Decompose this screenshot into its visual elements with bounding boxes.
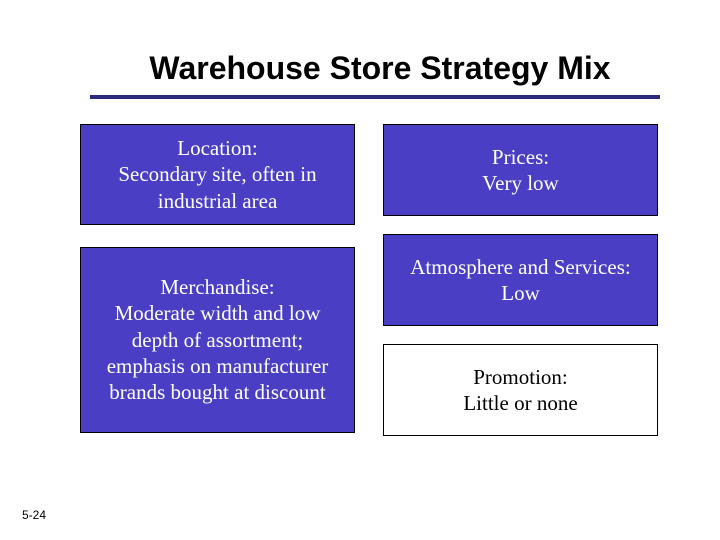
title-underline [90, 95, 660, 99]
strategy-grid: Location: Secondary site, often in indus… [50, 124, 670, 436]
slide: Warehouse Store Strategy Mix Location: S… [0, 0, 720, 540]
slide-title: Warehouse Store Strategy Mix [50, 50, 670, 87]
box-promotion-body: Little or none [463, 390, 577, 416]
box-merchandise: Merchandise: Moderate width and low dept… [80, 247, 355, 433]
box-merchandise-body: Moderate width and low depth of assortme… [95, 300, 340, 405]
box-location-body: Secondary site, often in industrial area [95, 161, 340, 214]
box-prices-header: Prices: [492, 144, 549, 170]
box-promotion: Promotion: Little or none [383, 344, 658, 436]
box-promotion-header: Promotion: [473, 364, 568, 390]
box-prices: Prices: Very low [383, 124, 658, 216]
box-merchandise-header: Merchandise: [160, 274, 274, 300]
slide-number: 5-24 [22, 508, 46, 522]
box-atmosphere-header: Atmosphere and Services: [410, 254, 630, 280]
box-location: Location: Secondary site, often in indus… [80, 124, 355, 225]
right-column: Prices: Very low Atmosphere and Services… [383, 124, 658, 436]
box-atmosphere: Atmosphere and Services: Low [383, 234, 658, 326]
box-atmosphere-body: Low [501, 280, 540, 306]
box-location-header: Location: [177, 135, 257, 161]
box-prices-body: Very low [482, 170, 558, 196]
left-column: Location: Secondary site, often in indus… [80, 124, 355, 436]
